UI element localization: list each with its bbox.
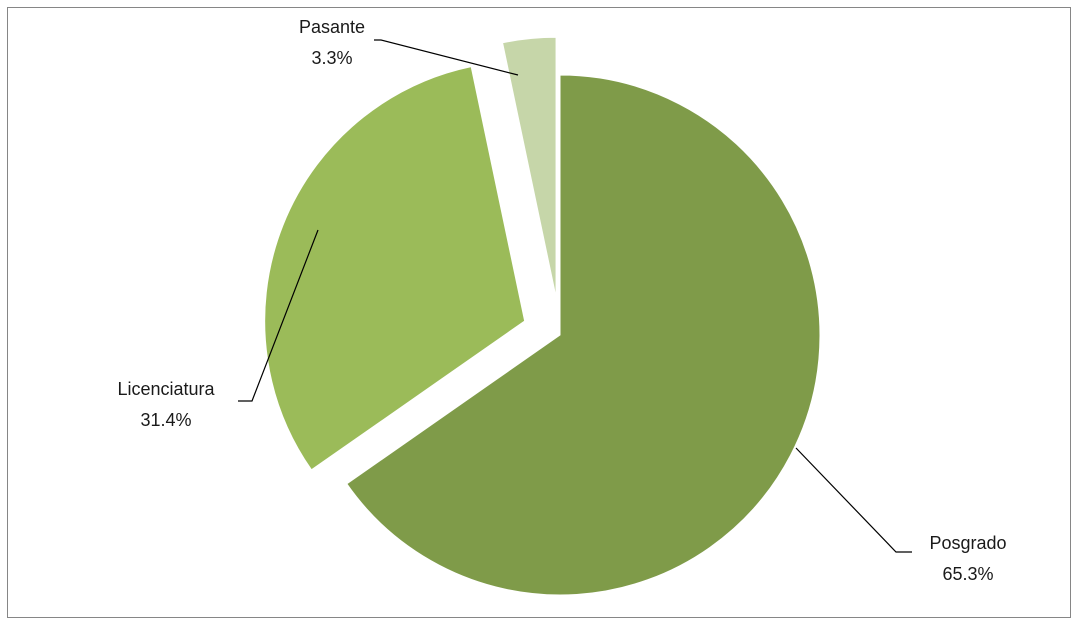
leader-line-pasante xyxy=(374,39,519,76)
pie-slice-pasante xyxy=(501,36,557,298)
pie-slices xyxy=(264,36,821,596)
data-label-name-licenciatura: Licenciatura xyxy=(117,379,215,399)
leader-line-licenciatura xyxy=(238,229,319,402)
data-label-percent-licenciatura: 31.4% xyxy=(140,410,191,430)
data-labels: Posgrado 65.3% Licenciatura 31.4% Pasante 3.3… xyxy=(117,17,1006,584)
data-label-name-pasante: Pasante xyxy=(299,17,365,37)
data-label-percent-pasante: 3.3% xyxy=(311,48,352,68)
pie-slice-posgrado xyxy=(346,74,821,596)
leader-line-posgrado xyxy=(795,447,912,553)
data-label-percent-posgrado: 65.3% xyxy=(942,564,993,584)
leader-lines xyxy=(238,39,912,553)
pie-slice-licenciatura xyxy=(264,65,526,471)
data-label-name-posgrado: Posgrado xyxy=(929,533,1006,553)
